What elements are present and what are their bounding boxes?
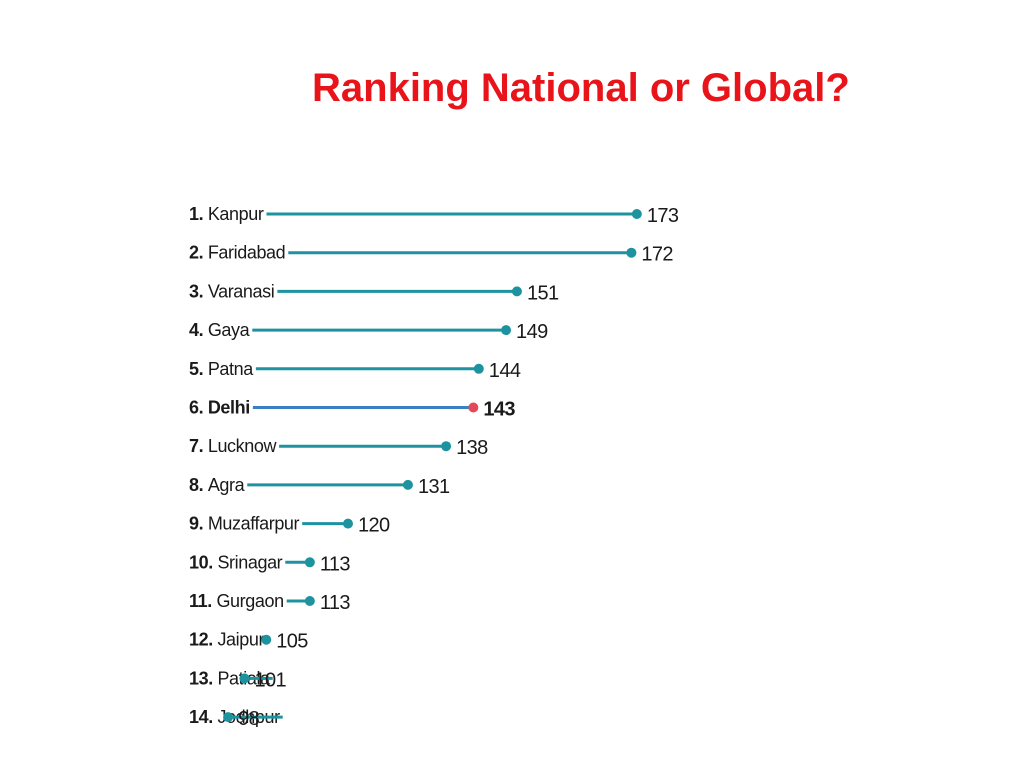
city-label: 12. Jaipur: [189, 630, 264, 650]
city-name: Delhi: [208, 398, 250, 418]
value-label: 120: [358, 515, 390, 537]
value-label: 151: [527, 282, 559, 304]
lollipop-marker: [511, 286, 522, 297]
lollipop-marker: [304, 596, 315, 606]
city-name: Varanasi: [208, 281, 275, 301]
rank-number: 5.: [189, 359, 208, 379]
value-label: 105: [276, 631, 308, 653]
lollipop-marker: [343, 518, 353, 529]
value-label: 131: [418, 476, 450, 498]
city-label: 3. Varanasi: [189, 281, 274, 301]
city-name: Faridabad: [208, 243, 285, 263]
lollipop-marker: [468, 402, 479, 413]
city-name: Patna: [208, 359, 254, 379]
lollipop-marker: [223, 712, 234, 723]
city-name: Kanpur: [208, 204, 264, 224]
slide-title: Ranking National or Global?: [312, 66, 850, 110]
lollipop-marker: [501, 325, 512, 336]
city-name: Muzaffarpur: [208, 514, 300, 534]
city-label: 2. Faridabad: [189, 243, 285, 263]
city-name: Gaya: [208, 320, 251, 340]
rank-number: 7.: [189, 436, 208, 456]
lollipop-marker: [626, 247, 637, 258]
city-label: 7. Lucknow: [189, 436, 277, 456]
city-name: Lucknow: [208, 436, 278, 456]
city-label: 5. Patna: [189, 359, 254, 379]
city-name: Gurgaon: [216, 591, 283, 611]
city-label: 8. Agra: [189, 475, 246, 495]
value-label: 149: [516, 321, 548, 343]
value-label: 101: [254, 669, 286, 691]
lollipop-marker: [304, 557, 315, 568]
value-label: 113: [320, 592, 351, 614]
chart-rows: 1. Kanpur 173 2. Faridabad 172 3. Varanasi 15…: [189, 204, 679, 730]
rank-number: 10.: [189, 552, 217, 572]
rank-number: 14.: [189, 707, 217, 727]
value-label: 98: [238, 708, 260, 730]
city-label: 1. Kanpur: [189, 204, 264, 224]
value-label: 113: [320, 553, 351, 575]
rank-number: 6.: [189, 398, 208, 418]
rank-number: 13.: [189, 668, 217, 688]
value-label: 143: [483, 399, 515, 421]
chart-footnote: * Annual average in 2016: [541, 725, 675, 739]
city-name: Srinagar: [217, 552, 282, 572]
city-name: Agra: [208, 475, 246, 495]
city-label: 9. Muzaffarpur: [189, 514, 300, 534]
rank-number: 8.: [189, 475, 208, 495]
rank-number: 3.: [189, 281, 208, 301]
lollipop-marker: [631, 209, 642, 219]
lollipop-marker: [441, 441, 452, 452]
value-label: 173: [647, 205, 679, 227]
lollipop-marker: [473, 363, 484, 374]
value-label: 138: [456, 437, 488, 459]
rank-number: 1.: [189, 204, 208, 224]
value-label: 144: [489, 360, 521, 382]
lollipop-marker: [402, 479, 413, 490]
lollipop-marker: [261, 634, 272, 645]
city-label: 10. Srinagar: [189, 552, 283, 572]
lollipop-marker: [239, 673, 250, 684]
city-label: 11. Gurgaon: [189, 591, 284, 611]
rank-number: 9.: [189, 514, 208, 534]
rank-number: 4.: [189, 320, 208, 340]
rank-number: 2.: [189, 243, 208, 263]
city-name: Jaipur: [217, 630, 264, 650]
rank-number: 12.: [189, 630, 217, 650]
city-label: 4. Gaya: [189, 320, 251, 340]
rank-number: 11.: [189, 591, 216, 611]
city-label: 6. Delhi: [189, 398, 250, 418]
value-label: 172: [641, 244, 673, 266]
